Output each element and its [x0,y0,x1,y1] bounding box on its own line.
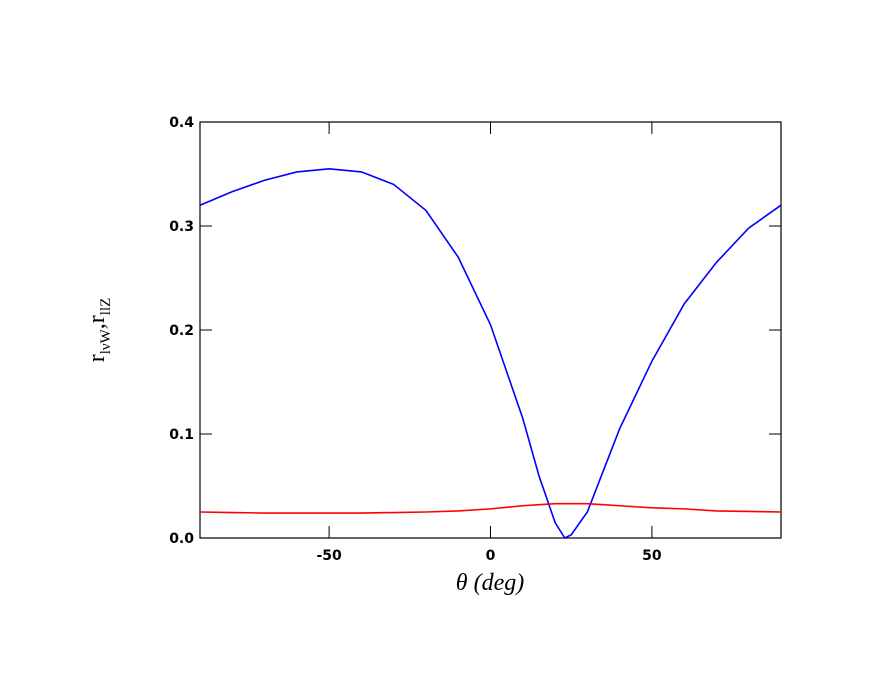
y-tick-label: 0.3 [169,219,194,235]
x-tick-label: 50 [642,548,662,564]
x-tick-label: -50 [316,548,342,564]
y-tick-label: 0.4 [169,115,194,131]
y-axis-label: rlνW,rllZ [84,298,114,363]
plot-frame [199,121,782,539]
y-tick-label: 0.0 [169,531,194,547]
x-axis-label: θ (deg) [456,570,524,596]
y-tick-label: 0.1 [169,427,194,443]
y-label-part: ,r [84,315,110,329]
y-tick-label: 0.2 [169,323,194,339]
data-line [199,502,782,514]
data-line [199,167,782,540]
x-tick-label: 0 [486,548,496,564]
y-label-part: llZ [98,298,114,316]
y-label-part: lνW [98,328,114,354]
y-label-part: r [84,354,110,362]
